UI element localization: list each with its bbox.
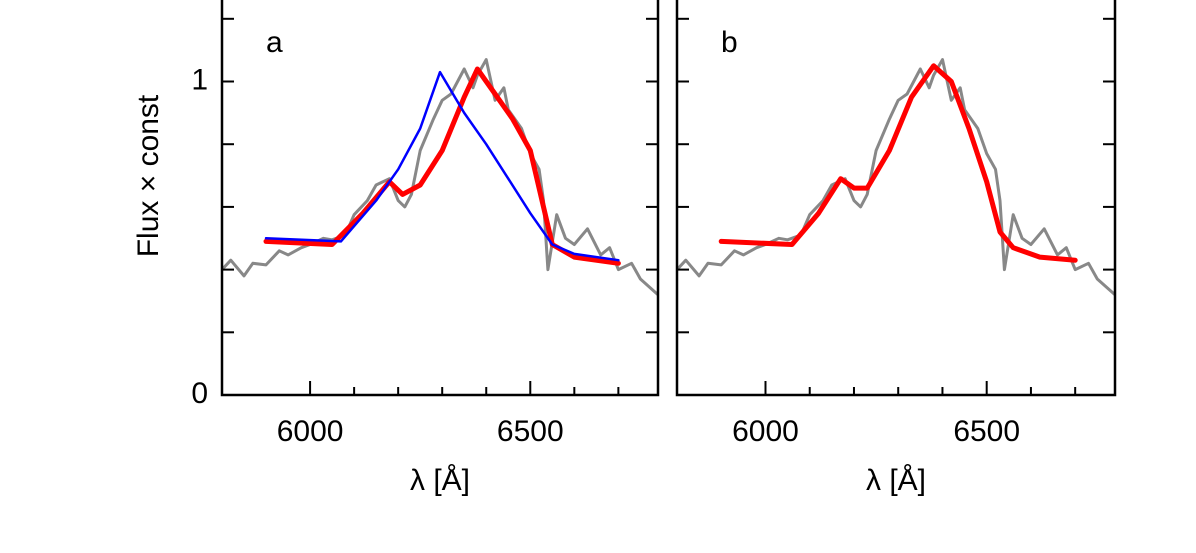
plot-area bbox=[222, 58, 658, 297]
x-tick-label: 6000 bbox=[277, 415, 344, 448]
panel: 6000 6500 0 1 a λ [Å] Flux × const bbox=[132, 0, 660, 497]
axes-frame bbox=[220, 0, 660, 397]
x-tick-label: 6000 bbox=[732, 415, 799, 448]
y-axis-label: Flux × const bbox=[132, 94, 165, 257]
spectrum-line bbox=[677, 58, 1115, 297]
panel-label: a bbox=[266, 26, 283, 59]
axes-frame bbox=[675, 0, 1117, 397]
spectrum-line bbox=[264, 70, 620, 262]
plot-area bbox=[677, 58, 1115, 297]
panel-label: b bbox=[721, 26, 738, 59]
y-tick-label: 0 bbox=[191, 377, 208, 410]
x-tick-label: 6500 bbox=[497, 415, 564, 448]
x-axis-label: λ [Å] bbox=[866, 464, 926, 497]
x-axis-label: λ [Å] bbox=[410, 464, 470, 497]
spectrum-line bbox=[718, 63, 1078, 263]
y-tick-label: 1 bbox=[191, 63, 208, 96]
x-tick-label: 6500 bbox=[953, 415, 1020, 448]
spectrum-line bbox=[263, 66, 621, 266]
panel: 6000 6500 b λ [Å] bbox=[675, 0, 1117, 497]
spectrum-line bbox=[222, 58, 658, 297]
